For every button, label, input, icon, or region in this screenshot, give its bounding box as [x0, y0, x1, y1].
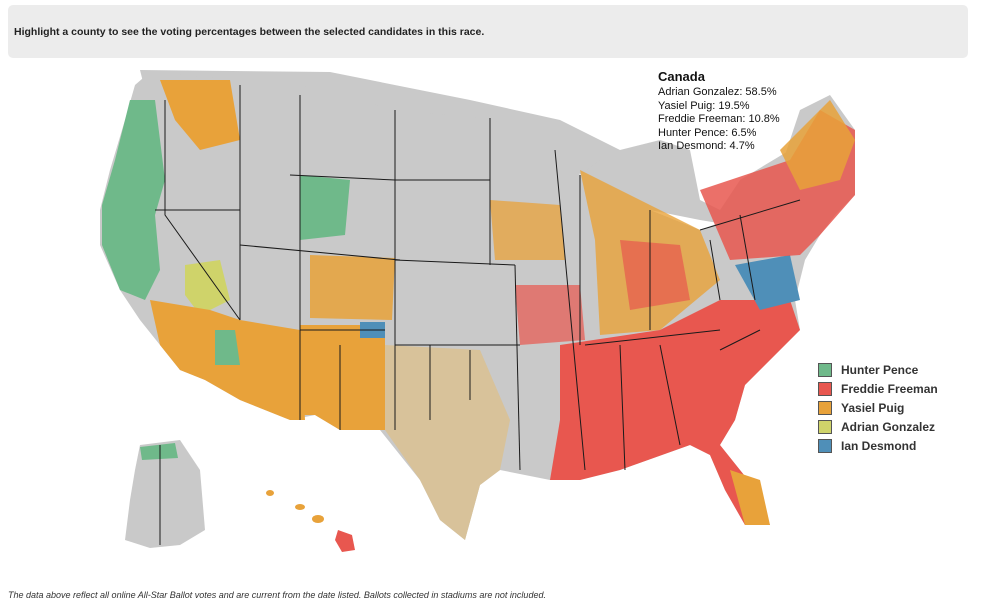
instruction-bar: Highlight a county to see the voting per… — [8, 5, 968, 58]
southeast-red[interactable] — [550, 300, 800, 525]
legend-swatch — [818, 419, 832, 434]
instruction-text: Highlight a county to see the voting per… — [14, 25, 485, 38]
legend-swatch — [818, 400, 832, 415]
us-county-map[interactable] — [0, 60, 983, 590]
tooltip-row: Hunter Pence: 6.5% — [658, 126, 757, 139]
legend-item-yasiel-puig[interactable]: Yasiel Puig — [818, 398, 938, 417]
tooltip-title: Canada — [658, 69, 705, 84]
legend-label: Ian Desmond — [841, 438, 917, 453]
utah-green[interactable] — [215, 330, 240, 365]
virginia-blue[interactable] — [735, 255, 800, 310]
colorado-orange[interactable] — [310, 255, 395, 320]
hawaii[interactable] — [266, 490, 355, 552]
tooltip-row: Ian Desmond: 4.7% — [658, 140, 755, 152]
missouri-red-patch[interactable] — [515, 285, 585, 345]
legend-label: Hunter Pence — [841, 362, 919, 377]
legend-swatch — [818, 381, 832, 396]
tooltip-row: Adrian Gonzalez: 58.5% — [658, 86, 777, 98]
florida-orange-patch[interactable] — [730, 470, 770, 525]
legend-item-hunter-pence[interactable]: Hunter Pence — [818, 360, 938, 379]
legend-item-adrian-gonzalez[interactable]: Adrian Gonzalez — [818, 417, 938, 436]
nevada-yellow[interactable] — [185, 260, 230, 315]
legend-swatch — [818, 438, 832, 453]
texas-mix[interactable] — [385, 345, 510, 540]
legend-label: Freddie Freeman — [841, 381, 938, 396]
midwest-orange-patch[interactable] — [490, 200, 565, 260]
west-coast-region[interactable] — [102, 100, 165, 300]
montana-green[interactable] — [300, 175, 350, 240]
alaska-green[interactable] — [140, 443, 178, 460]
legend-item-ian-desmond[interactable]: Ian Desmond — [818, 436, 938, 455]
northwest-orange[interactable] — [160, 80, 240, 150]
alaska[interactable] — [125, 440, 205, 548]
legend: Hunter Pence Freddie Freeman Yasiel Puig… — [818, 360, 938, 455]
tooltip-row: Freddie Freeman: 10.8% — [658, 113, 780, 125]
legend-item-freddie-freeman[interactable]: Freddie Freeman — [818, 379, 938, 398]
new-england-orange[interactable] — [780, 100, 855, 190]
legend-label: Yasiel Puig — [841, 400, 905, 415]
county-tooltip: Canada Adrian Gonzalez: 58.5% Yasiel Pui… — [658, 69, 838, 154]
footnote: The data above reflect all online All-St… — [8, 590, 546, 600]
tooltip-row: Yasiel Puig: 19.5% — [658, 99, 750, 112]
new-mexico-orange[interactable] — [300, 325, 385, 430]
legend-label: Adrian Gonzalez — [841, 419, 936, 434]
legend-swatch — [818, 362, 832, 377]
state-borders — [155, 85, 801, 471]
ohio-red-patch[interactable] — [620, 240, 690, 310]
